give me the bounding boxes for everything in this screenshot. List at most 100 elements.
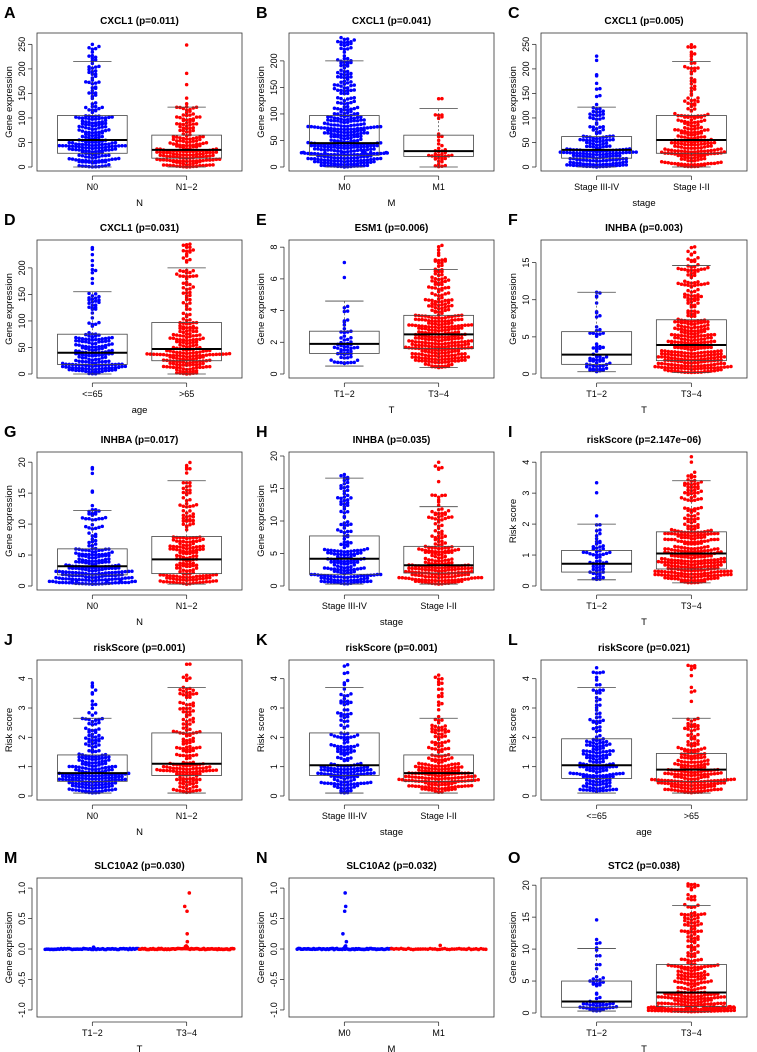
data-point <box>84 782 88 787</box>
data-point <box>80 369 85 373</box>
data-point <box>100 552 104 557</box>
data-point <box>440 258 444 262</box>
data-point <box>87 760 91 765</box>
data-point <box>349 522 353 526</box>
data-point <box>443 328 447 333</box>
data-point <box>349 335 353 340</box>
swarm-points <box>309 472 383 586</box>
data-point <box>175 142 179 146</box>
data-point <box>372 157 376 161</box>
data-point <box>178 575 182 579</box>
data-point <box>100 344 104 348</box>
data-point <box>224 352 228 356</box>
data-point <box>407 576 411 581</box>
data-point <box>332 734 337 738</box>
data-point <box>191 789 195 793</box>
data-point <box>440 243 444 248</box>
data-point <box>598 357 602 362</box>
data-point <box>450 548 454 553</box>
data-point <box>198 535 202 539</box>
data-point <box>692 578 697 583</box>
data-point <box>110 335 114 340</box>
data-point <box>90 56 95 61</box>
data-point <box>194 365 199 370</box>
y-tick-label: 4 <box>269 676 279 681</box>
data-point <box>696 484 700 489</box>
data-point <box>450 545 454 549</box>
data-point <box>339 68 343 72</box>
data-point <box>342 319 347 323</box>
data-point <box>93 133 98 138</box>
data-point <box>417 547 421 551</box>
data-point <box>175 158 179 163</box>
data-point <box>90 489 95 493</box>
data-point <box>460 775 464 780</box>
data-point <box>621 156 625 161</box>
data-point <box>686 562 690 567</box>
data-point <box>60 364 65 369</box>
data-point <box>430 335 434 339</box>
data-point <box>329 574 333 579</box>
data-point <box>601 158 605 163</box>
data-point <box>614 161 619 166</box>
data-point <box>692 338 697 342</box>
data-point <box>110 141 114 145</box>
data-point <box>669 148 674 152</box>
data-point <box>584 154 589 159</box>
data-point <box>80 134 85 139</box>
data-point <box>175 752 179 757</box>
y-tick-label: 200 <box>17 260 27 275</box>
panel-letter: C <box>508 5 520 22</box>
data-point <box>663 365 667 370</box>
data-point <box>214 768 219 772</box>
data-point <box>663 560 667 564</box>
data-point <box>460 336 464 340</box>
data-point <box>117 577 121 581</box>
data-point <box>352 99 356 104</box>
data-point <box>440 143 444 148</box>
data-point <box>103 776 108 780</box>
data-point <box>349 116 353 121</box>
data-point <box>194 502 199 507</box>
data-point <box>84 340 88 344</box>
data-point <box>561 150 566 155</box>
data-point <box>702 128 707 132</box>
data-point <box>191 720 195 724</box>
y-tick-label: 100 <box>269 106 279 121</box>
data-point <box>692 332 697 336</box>
data-point <box>201 141 205 146</box>
data-point <box>123 576 128 580</box>
data-point <box>87 120 91 125</box>
data-point <box>332 743 337 748</box>
data-point <box>598 110 602 114</box>
data-point <box>194 152 199 157</box>
data-point <box>594 136 599 141</box>
data-point <box>568 156 572 161</box>
data-point <box>184 562 189 567</box>
data-point <box>359 772 363 776</box>
data-point <box>100 125 104 129</box>
data-point <box>191 334 195 338</box>
data-point <box>349 529 353 534</box>
data-point <box>110 366 114 370</box>
data-point <box>178 122 182 126</box>
data-point <box>211 163 215 167</box>
data-point <box>103 359 108 364</box>
data-point <box>436 682 441 687</box>
data-point <box>352 770 356 774</box>
data-point <box>93 555 98 560</box>
data-point <box>440 758 444 762</box>
data-point <box>103 145 108 150</box>
data-point <box>171 574 176 578</box>
data-point <box>430 279 434 283</box>
data-point <box>84 780 88 784</box>
data-point <box>103 355 108 360</box>
data-point <box>329 138 333 142</box>
data-point <box>329 732 333 737</box>
data-point <box>100 134 104 139</box>
data-point <box>181 351 186 355</box>
data-point <box>93 777 98 781</box>
data-point <box>450 578 454 583</box>
data-point <box>319 771 323 776</box>
data-point <box>103 121 108 126</box>
